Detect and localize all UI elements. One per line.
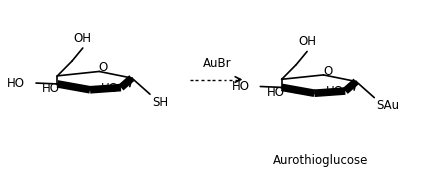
Text: AuBr: AuBr xyxy=(203,57,232,70)
Text: O: O xyxy=(99,61,108,74)
Text: HO: HO xyxy=(232,80,250,93)
Text: OH: OH xyxy=(74,32,92,45)
Text: OH: OH xyxy=(298,35,316,48)
Text: Aurothioglucose: Aurothioglucose xyxy=(273,154,368,167)
Text: HO: HO xyxy=(266,86,284,99)
Text: SAu: SAu xyxy=(376,99,400,112)
Text: HO: HO xyxy=(42,82,60,95)
Text: HO: HO xyxy=(101,82,119,95)
Text: O: O xyxy=(323,65,332,78)
Text: HO: HO xyxy=(7,77,25,90)
Text: SH: SH xyxy=(152,96,168,109)
Text: HO: HO xyxy=(326,85,343,98)
